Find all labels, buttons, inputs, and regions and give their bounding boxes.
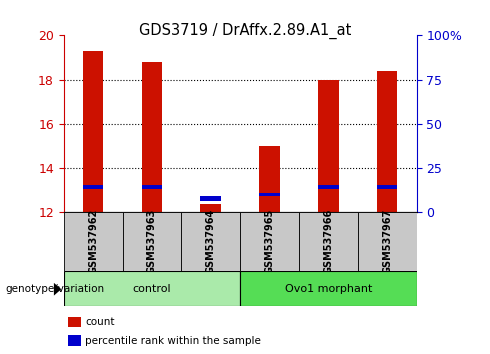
Text: GDS3719 / DrAffx.2.89.A1_at: GDS3719 / DrAffx.2.89.A1_at (139, 23, 351, 39)
Bar (122, 212, 181, 271)
Text: GSM537965: GSM537965 (265, 209, 274, 274)
Bar (68, 335, 81, 346)
Text: percentile rank within the sample: percentile rank within the sample (85, 336, 261, 346)
Text: GSM537967: GSM537967 (382, 209, 392, 274)
Text: genotype/variation: genotype/variation (5, 284, 104, 294)
Bar (200, 204, 221, 212)
Bar (259, 193, 280, 196)
Bar (299, 212, 358, 271)
Bar (64, 212, 122, 271)
Bar (142, 185, 162, 189)
Text: count: count (85, 317, 115, 327)
Bar (83, 185, 103, 189)
Text: GSM537964: GSM537964 (206, 209, 216, 274)
Bar (318, 185, 339, 189)
Bar (83, 51, 103, 212)
Bar (318, 80, 339, 212)
Bar (64, 271, 240, 306)
Bar (377, 185, 397, 189)
Bar (259, 146, 280, 212)
Text: control: control (133, 284, 171, 293)
Bar (240, 212, 299, 271)
Bar (377, 71, 397, 212)
Text: GSM537966: GSM537966 (323, 209, 333, 274)
Bar (142, 62, 162, 212)
Bar (200, 196, 221, 201)
Bar (240, 271, 416, 306)
Bar (68, 317, 81, 327)
Bar (181, 212, 240, 271)
Text: GSM537963: GSM537963 (147, 209, 157, 274)
Bar (358, 212, 416, 271)
Text: Ovo1 morphant: Ovo1 morphant (285, 284, 372, 293)
Text: GSM537962: GSM537962 (88, 209, 98, 274)
Polygon shape (54, 283, 61, 296)
